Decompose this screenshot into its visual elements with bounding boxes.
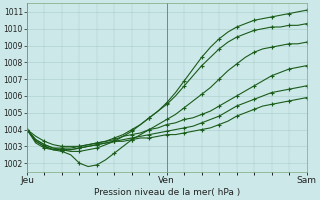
X-axis label: Pression niveau de la mer( hPa ): Pression niveau de la mer( hPa ) <box>94 188 240 197</box>
